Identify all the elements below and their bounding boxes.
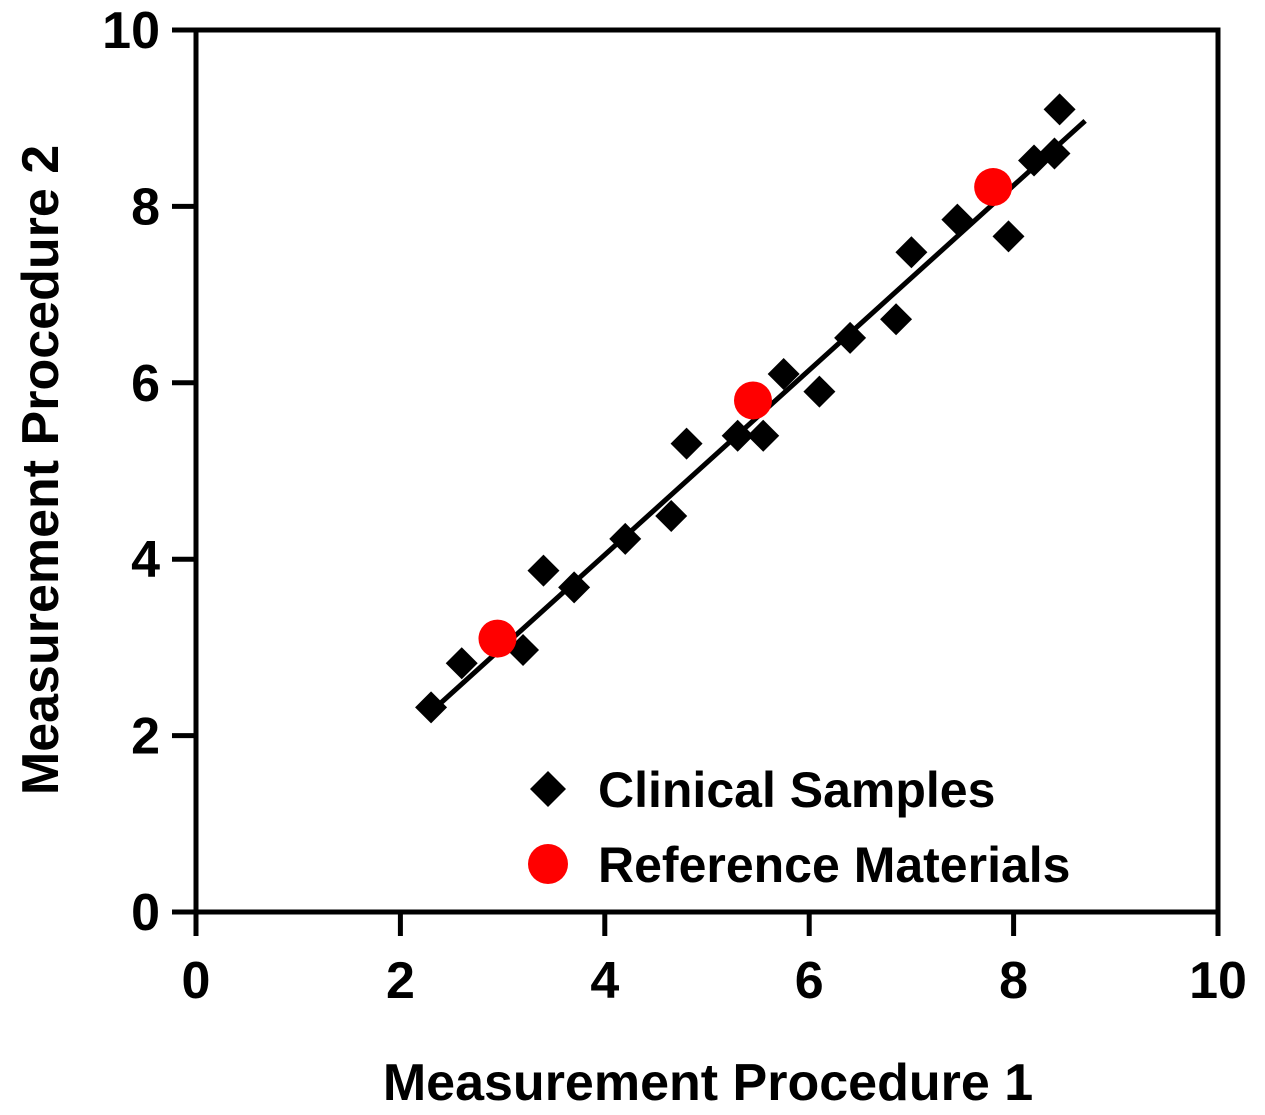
y-tick-label: 2	[131, 708, 160, 766]
reference-material-point	[733, 381, 772, 420]
x-axis-title: Measurement Procedure 1	[383, 1054, 1033, 1112]
x-tick-label: 4	[590, 952, 619, 1010]
x-tick-label: 0	[182, 952, 211, 1010]
clinical-sample-point	[767, 357, 800, 390]
clinical-sample-point	[1043, 93, 1076, 126]
legend-reference-materials-marker	[528, 844, 568, 884]
x-tick-label: 10	[1189, 952, 1247, 1010]
reference-material-point	[974, 167, 1013, 206]
plot-frame	[193, 27, 1221, 915]
clinical-sample-point	[941, 203, 974, 236]
y-tick-label: 10	[102, 2, 160, 60]
y-tick-label: 0	[131, 884, 160, 942]
clinical-sample-point	[445, 647, 478, 680]
y-axis-title: Measurement Procedure 2	[12, 145, 70, 795]
plot-border	[193, 27, 1221, 915]
clinical-sample-point	[415, 691, 448, 724]
clinical-sample-point	[895, 236, 928, 269]
x-tick-label: 2	[386, 952, 415, 1010]
y-tick-label: 6	[131, 355, 160, 413]
clinical-sample-point	[558, 571, 591, 604]
data-points	[415, 93, 1076, 724]
legend: Clinical Samples Reference Materials	[528, 762, 1070, 893]
clinical-sample-point	[609, 522, 642, 555]
y-tick-label: 4	[131, 531, 160, 589]
clinical-sample-point	[992, 220, 1025, 253]
x-tick-label: 6	[795, 952, 824, 1010]
clinical-sample-point	[834, 321, 867, 354]
legend-label: Reference Materials	[598, 837, 1070, 893]
clinical-sample-point	[880, 303, 913, 336]
clinical-sample-point	[747, 419, 780, 452]
axis-ticks: 0 2 4 6 8 10 0 2 4 6 8 10	[102, 2, 1247, 1010]
reference-material-point	[478, 619, 517, 658]
clinical-sample-point	[507, 634, 540, 667]
y-tick-label: 8	[131, 178, 160, 236]
clinical-sample-point	[1038, 137, 1071, 170]
clinical-sample-point	[803, 375, 836, 408]
legend-clinical-samples-marker	[530, 771, 566, 807]
x-tick-label: 8	[999, 952, 1028, 1010]
clinical-sample-point	[527, 554, 560, 587]
legend-label: Clinical Samples	[598, 762, 995, 818]
clinical-sample-point	[721, 419, 754, 452]
clinical-sample-point	[655, 499, 688, 532]
clinical-sample-point	[670, 427, 703, 460]
